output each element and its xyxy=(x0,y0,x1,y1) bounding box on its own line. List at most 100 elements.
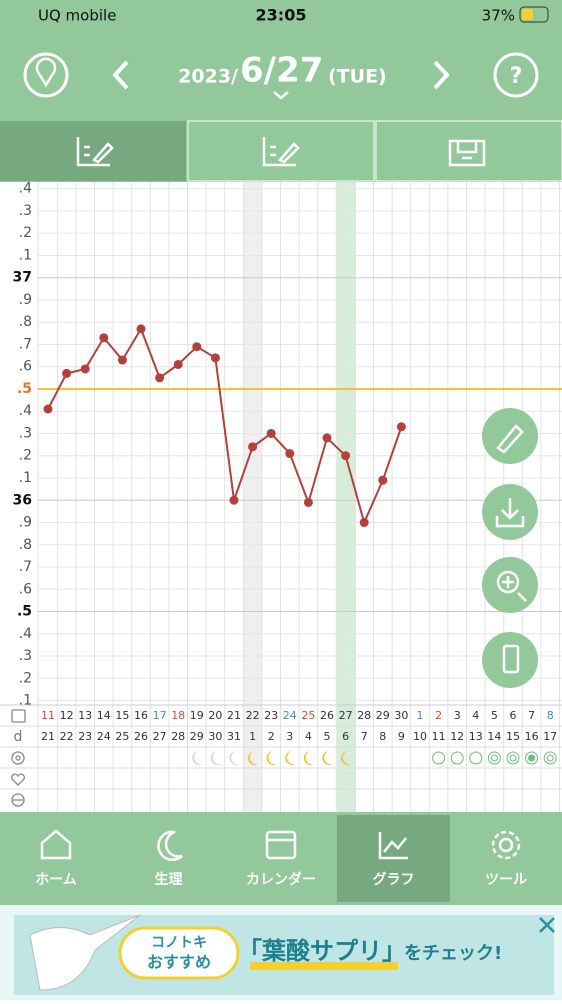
day-label: 11 xyxy=(432,730,446,743)
fertility-icon xyxy=(432,751,446,765)
nav-label[interactable]: ホーム xyxy=(35,872,77,888)
day-label: 5 xyxy=(324,730,331,743)
x-tick-label: 23 xyxy=(264,709,278,722)
temperature-point xyxy=(396,422,406,432)
y-tick-label: .8 xyxy=(19,537,32,553)
x-tick-label: 5 xyxy=(491,709,498,722)
day-label: 8 xyxy=(379,730,386,743)
fertility-icon xyxy=(450,751,464,765)
x-tick-label: 14 xyxy=(97,709,111,722)
weekday: (TUE) xyxy=(328,66,387,88)
today-column xyxy=(337,182,356,812)
temperature-point xyxy=(43,404,53,414)
day-label: 14 xyxy=(487,730,501,743)
next-button[interactable] xyxy=(433,60,450,90)
y-tick-label: .4 xyxy=(19,626,32,642)
x-tick-label: 15 xyxy=(115,709,129,722)
x-tick-label: 27 xyxy=(339,709,353,722)
carrier: UQ mobile xyxy=(38,7,116,25)
fertility-icon-inner xyxy=(528,754,536,762)
temperature-point xyxy=(136,324,146,334)
edit-button[interactable] xyxy=(482,408,538,464)
day-label: 26 xyxy=(134,730,148,743)
location-button[interactable] xyxy=(23,52,69,98)
y-tick-label: .9 xyxy=(19,292,32,308)
day-label: 12 xyxy=(450,730,464,743)
day-label: 10 xyxy=(413,730,427,743)
ad-badge xyxy=(118,926,240,980)
fertility-icon-inner xyxy=(490,754,498,762)
ad-stork xyxy=(29,914,141,991)
nav-label[interactable]: グラフ xyxy=(373,871,415,888)
day-label: 24 xyxy=(97,730,111,743)
x-tick-label: 20 xyxy=(208,709,222,722)
nav-label[interactable]: ツール xyxy=(485,872,527,888)
y-tick-label: 37 xyxy=(13,270,32,286)
day-label: 6 xyxy=(342,730,349,743)
temperature-point xyxy=(322,433,332,443)
y-tick-label: .3 xyxy=(19,425,32,441)
temperature-point xyxy=(359,518,369,528)
tab-active[interactable] xyxy=(0,121,186,181)
temperature-point xyxy=(266,428,276,438)
plot xyxy=(43,324,406,528)
zoom-button[interactable] xyxy=(482,557,538,613)
x-tick-label: 11 xyxy=(41,709,55,722)
nav-label[interactable]: カレンダー xyxy=(246,871,316,888)
moon-icon xyxy=(192,751,203,765)
nav-label[interactable]: 生理 xyxy=(155,871,183,888)
y-tick-label: .2 xyxy=(19,670,32,686)
year: 2023/ xyxy=(178,66,238,88)
y-tick-label: .5 xyxy=(17,604,32,620)
temperature-point xyxy=(80,364,90,374)
ad-badge-top: コノトキ xyxy=(151,935,207,951)
rotate-button[interactable] xyxy=(482,632,538,688)
fab-group xyxy=(482,408,538,688)
x-tick-label: 3 xyxy=(454,709,461,722)
y-tick-label: .1 xyxy=(19,693,32,709)
help-icon: ? xyxy=(510,64,523,89)
y-tick-label: .6 xyxy=(19,581,32,597)
day-label: 31 xyxy=(227,730,241,743)
y-tick-label: .4 xyxy=(19,181,32,197)
moon-icon xyxy=(229,751,240,765)
x-tick-label: 6 xyxy=(510,709,517,722)
date[interactable]: 6/27 xyxy=(240,51,323,91)
rotate-icon xyxy=(502,644,520,674)
day-label: 9 xyxy=(398,730,405,743)
day-label: 21 xyxy=(41,730,55,743)
prev-button[interactable] xyxy=(112,60,129,90)
x-tick-label: 8 xyxy=(547,709,554,722)
location-icon xyxy=(35,57,57,88)
y-tick-label: .8 xyxy=(19,314,32,330)
x-tick-label: 2 xyxy=(435,709,442,722)
temperature-point xyxy=(378,475,388,485)
x-tick-label: 12 xyxy=(60,709,74,722)
ad-badge-bottom: おすすめ xyxy=(147,953,211,972)
day-label: 13 xyxy=(469,730,483,743)
fertility-icon xyxy=(543,751,557,765)
row-icons xyxy=(11,709,26,807)
tab[interactable] xyxy=(187,120,375,182)
temperature-point xyxy=(210,353,220,363)
help-button[interactable] xyxy=(493,52,539,98)
temperature-point xyxy=(117,355,127,365)
y-tick-label: .3 xyxy=(19,203,32,219)
ad-close[interactable] xyxy=(539,917,555,933)
zoom-icon xyxy=(502,576,527,602)
date-dropdown[interactable] xyxy=(273,91,289,100)
day-label: 3 xyxy=(286,730,293,743)
y-tick-label: .6 xyxy=(19,359,32,375)
nav-icons xyxy=(40,829,521,861)
temperature-point xyxy=(173,359,183,369)
x-tick-label: 30 xyxy=(394,709,408,722)
ad-bg xyxy=(14,915,554,995)
temperature-point xyxy=(303,497,313,507)
nav-labels: ホーム 生理 カレンダー グラフ ツール xyxy=(35,871,527,888)
moon-icon xyxy=(210,751,222,765)
y-tick-label: 36 xyxy=(13,492,32,508)
x-tick-label: 13 xyxy=(78,709,92,722)
x-tick-label: 21 xyxy=(227,709,241,722)
temperature-point xyxy=(341,451,351,461)
